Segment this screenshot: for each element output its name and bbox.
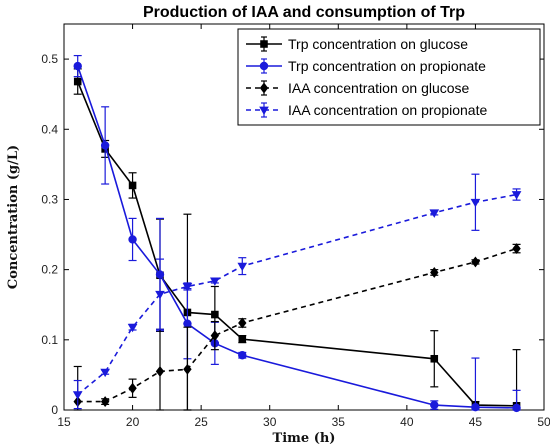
data-point bbox=[238, 317, 247, 329]
data-point bbox=[155, 290, 165, 300]
legend-label: Trp concentration on glucose bbox=[288, 36, 468, 52]
legend-marker bbox=[259, 82, 269, 94]
data-point bbox=[430, 354, 439, 363]
data-point bbox=[471, 256, 480, 268]
data-point bbox=[511, 191, 522, 200]
series-line bbox=[77, 193, 517, 396]
y-tick-label: 0.4 bbox=[41, 122, 58, 136]
legend: Trp concentration on glucose Trp concentr… bbox=[237, 28, 541, 126]
data-point bbox=[429, 209, 440, 218]
data-point bbox=[430, 400, 439, 410]
data-point bbox=[72, 391, 83, 400]
x-tick-label: 20 bbox=[126, 415, 140, 429]
x-tick-label: 25 bbox=[194, 415, 208, 429]
data-point bbox=[182, 283, 193, 292]
x-tick-label: 35 bbox=[332, 415, 346, 429]
data-point bbox=[73, 61, 82, 71]
data-point bbox=[237, 262, 248, 272]
legend-marker bbox=[260, 40, 268, 48]
data-point bbox=[470, 198, 481, 208]
plot-area bbox=[72, 54, 522, 413]
data-point bbox=[512, 243, 521, 255]
x-tick-label: 45 bbox=[469, 415, 483, 429]
data-point bbox=[155, 365, 165, 377]
legend-marker bbox=[259, 106, 269, 116]
legend-marker bbox=[259, 61, 269, 71]
y-tick-label: 0 bbox=[51, 403, 58, 417]
y-axis-label: Concentration (g/L) bbox=[6, 145, 21, 289]
legend-label: Trp concentration on propionate bbox=[288, 58, 486, 74]
data-point bbox=[128, 382, 137, 394]
data-point bbox=[128, 235, 137, 244]
data-point bbox=[210, 330, 220, 342]
data-point bbox=[183, 319, 192, 328]
data-point bbox=[100, 396, 110, 408]
chart-title: Production of IAA and consumption of Trp bbox=[143, 4, 465, 21]
data-point bbox=[127, 323, 138, 333]
data-point bbox=[100, 368, 110, 378]
data-point bbox=[430, 266, 439, 278]
data-point bbox=[211, 310, 219, 319]
x-axis-label: Time (h) bbox=[273, 431, 336, 446]
series-line bbox=[76, 65, 517, 409]
y-tick-label: 0.2 bbox=[41, 263, 58, 277]
plot-frame bbox=[63, 23, 545, 411]
series-line bbox=[77, 247, 517, 403]
legend-label: IAA concentration on glucose bbox=[288, 80, 470, 96]
y-tick-label: 0.1 bbox=[41, 333, 58, 347]
x-tick-label: 40 bbox=[400, 415, 414, 429]
data-point bbox=[238, 335, 247, 343]
legend-box bbox=[237, 28, 541, 126]
axis-ticks: 15 20 25 30 35 40 45 50 0 0.1 0.2 0.3 0.4 0.5 bbox=[41, 24, 550, 429]
data-point bbox=[73, 77, 82, 86]
data-point bbox=[183, 363, 192, 375]
y-tick-label: 0.5 bbox=[41, 52, 58, 66]
series-4 bbox=[72, 173, 522, 410]
series-line bbox=[76, 81, 517, 407]
data-point bbox=[471, 402, 480, 412]
x-tick-label: 50 bbox=[537, 415, 550, 429]
y-tick-label: 0.3 bbox=[41, 192, 58, 206]
x-tick-label: 30 bbox=[263, 415, 277, 429]
data-point bbox=[238, 351, 247, 360]
data-point bbox=[128, 181, 137, 190]
data-point bbox=[512, 403, 521, 413]
legend-label: IAA concentration on propionate bbox=[288, 102, 487, 118]
data-point bbox=[210, 277, 220, 286]
data-point bbox=[100, 141, 110, 150]
x-tick-label: 15 bbox=[57, 415, 71, 429]
